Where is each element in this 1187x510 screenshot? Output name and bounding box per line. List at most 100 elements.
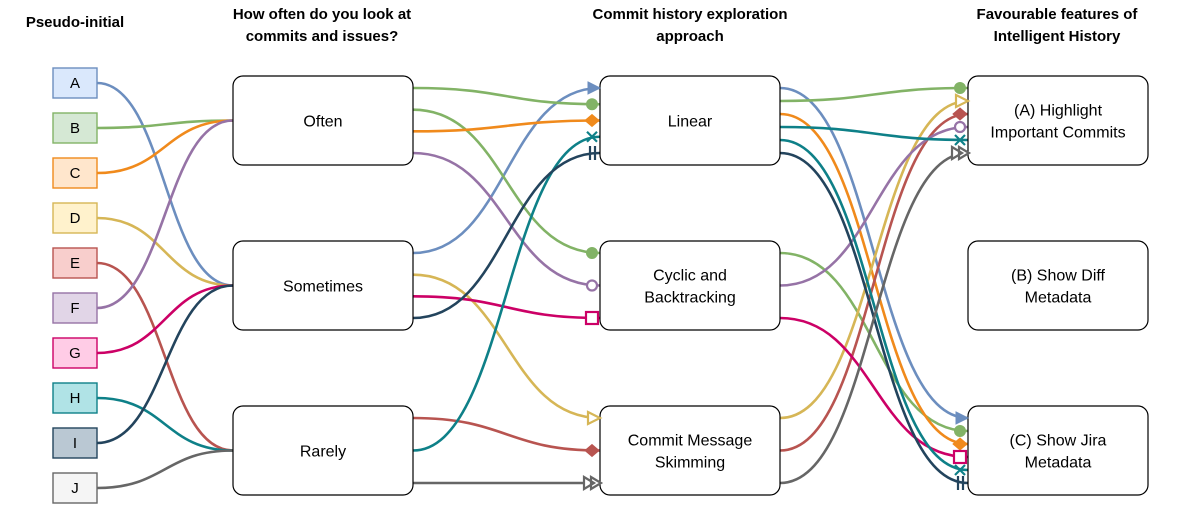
marker-h-jira-cross: [954, 464, 966, 476]
marker-h-linear-cross: [586, 130, 598, 143]
marker-d-highlight-open-arrow: [954, 93, 971, 109]
participant-d: D: [52, 202, 98, 234]
participant-h: H: [52, 382, 98, 414]
nodes-layer: Often Sometimes Rarely Linear Cyclic and Back…: [52, 67, 1149, 504]
frequency-node-sometimes: Sometimes: [232, 240, 414, 331]
feature-node-jira-box: [967, 405, 1149, 496]
participant-box-g: [52, 337, 98, 369]
feature-node-jira-label-1: (C) Show Jira: [1010, 433, 1107, 450]
connection-b-linear-to-highlight: [778, 86, 970, 103]
participant-box-f: [52, 292, 98, 324]
marker-b-highlight-circle: [954, 82, 966, 94]
approach-node-skimming-box: [599, 405, 781, 496]
feature-node-highlight-box: [967, 75, 1149, 166]
marker-i-linear-double-bar: [588, 146, 597, 160]
marker-h-highlight-cross: [954, 134, 966, 146]
participant-label-b: B: [70, 120, 80, 137]
connection-c-often-to-linear: [411, 119, 602, 133]
connection-g-sometimes-to-cyclic: [411, 295, 602, 320]
approach-node-cyclic-label-2: Backtracking: [644, 290, 736, 307]
feature-node-jira: (C) Show Jira Metadata: [967, 405, 1149, 496]
header-approach-line-1: Commit history exploration: [592, 6, 787, 23]
marker-j-skimming-double-arrow: [582, 475, 604, 491]
column-headers: Pseudo-initial How often do you look at …: [26, 6, 1139, 45]
connection-i-to-sometimes: [95, 284, 235, 445]
markers-layer: [582, 81, 972, 491]
frequency-node-often-box: [232, 75, 414, 166]
header-features-line-1: Favourable features of: [977, 6, 1139, 23]
participant-box-i: [52, 427, 98, 459]
frequency-node-rarely-box: [232, 405, 414, 496]
connection-a-to-sometimes: [95, 81, 235, 287]
marker-j-highlight-double-arrow: [950, 145, 972, 161]
connection-d-skimming-to-highlight: [778, 99, 970, 420]
participant-label-f: F: [70, 300, 79, 317]
approach-node-cyclic-label-1: Cyclic and: [653, 268, 727, 285]
header-approach-line-2: approach: [656, 28, 724, 45]
header-frequency-line-1: How often do you look at: [233, 6, 411, 23]
connection-j-skimming-to-highlight: [778, 151, 970, 485]
connection-a-linear-to-jira: [778, 86, 970, 420]
feature-node-highlight-label-1: (A) Highlight: [1014, 103, 1103, 120]
frequency-node-rarely: Rarely: [232, 405, 414, 496]
participant-label-e: E: [70, 255, 80, 272]
connection-c-to-often: [95, 119, 235, 175]
connection-f-cyclic-to-highlight: [778, 125, 970, 287]
approach-node-skimming-label-2: Skimming: [655, 455, 725, 472]
participant-b: B: [52, 112, 98, 144]
connection-e-to-rarely: [95, 261, 235, 452]
connection-j-to-rarely: [95, 449, 235, 490]
participant-box-c: [52, 157, 98, 189]
participant-i: I: [52, 427, 98, 459]
marker-b-jira-circle: [954, 425, 966, 437]
participant-box-b: [52, 112, 98, 144]
participant-e: E: [52, 247, 98, 279]
participant-label-i: I: [73, 435, 77, 452]
marker-g-jira-open-square: [952, 449, 968, 465]
approach-node-cyclic: Cyclic and Backtracking: [599, 240, 781, 331]
connection-h-linear-to-jira: [778, 138, 970, 472]
marker-b-cyclic-circle: [586, 247, 598, 259]
feature-node-diff: (B) Show Diff Metadata: [967, 240, 1149, 331]
connection-a-sometimes-to-linear: [411, 86, 602, 255]
connection-d-sometimes-to-skimming: [411, 273, 602, 420]
marker-i-jira-double-bar: [956, 476, 965, 490]
marker-e-highlight-diamond: [952, 107, 968, 121]
feature-node-diff-box: [967, 240, 1149, 331]
participant-box-h: [52, 382, 98, 414]
header-participants: Pseudo-initial: [26, 14, 124, 31]
marker-a-linear-arrow: [587, 81, 602, 95]
marker-d-skimming-open-arrow: [586, 410, 603, 426]
participant-label-h: H: [70, 390, 81, 407]
header-features-line-2: Intelligent History: [994, 28, 1121, 45]
connection-b-often-to-linear: [411, 86, 602, 106]
participant-box-a: [52, 67, 98, 99]
connection-h-rarely-to-linear: [411, 135, 602, 452]
feature-node-jira-label-2: Metadata: [1025, 455, 1092, 472]
participant-box-d: [52, 202, 98, 234]
frequency-node-rarely-label-1: Rarely: [300, 444, 346, 461]
participant-f: F: [52, 292, 98, 324]
approach-node-linear-box: [599, 75, 781, 166]
connection-h-to-rarely: [95, 396, 235, 452]
participant-j: J: [52, 472, 98, 504]
participant-g: G: [52, 337, 98, 369]
marker-e-skimming-diamond: [584, 443, 600, 458]
connection-b-to-often: [95, 119, 235, 130]
connection-e-rarely-to-skimming: [411, 416, 602, 452]
approach-node-linear-label-1: Linear: [668, 114, 713, 131]
connection-f-to-often: [95, 119, 235, 310]
frequency-node-often: Often: [232, 75, 414, 166]
frequency-node-sometimes-label-1: Sometimes: [283, 279, 363, 296]
approach-node-skimming-label-1: Commit Message: [628, 433, 753, 450]
connection-g-cyclic-to-jira: [778, 316, 970, 459]
participant-label-d: D: [70, 210, 81, 227]
marker-g-cyclic-open-square: [584, 310, 600, 326]
connection-b-often-to-cyclic: [411, 108, 602, 255]
connection-h-linear-to-highlight: [778, 125, 970, 142]
feature-node-diff-label-2: Metadata: [1025, 290, 1092, 307]
feature-node-diff-label-1: (B) Show Diff: [1011, 268, 1106, 285]
connection-i-sometimes-to-linear: [411, 151, 602, 320]
connection-d-to-sometimes: [95, 216, 235, 287]
marker-a-jira-arrow: [955, 411, 970, 425]
